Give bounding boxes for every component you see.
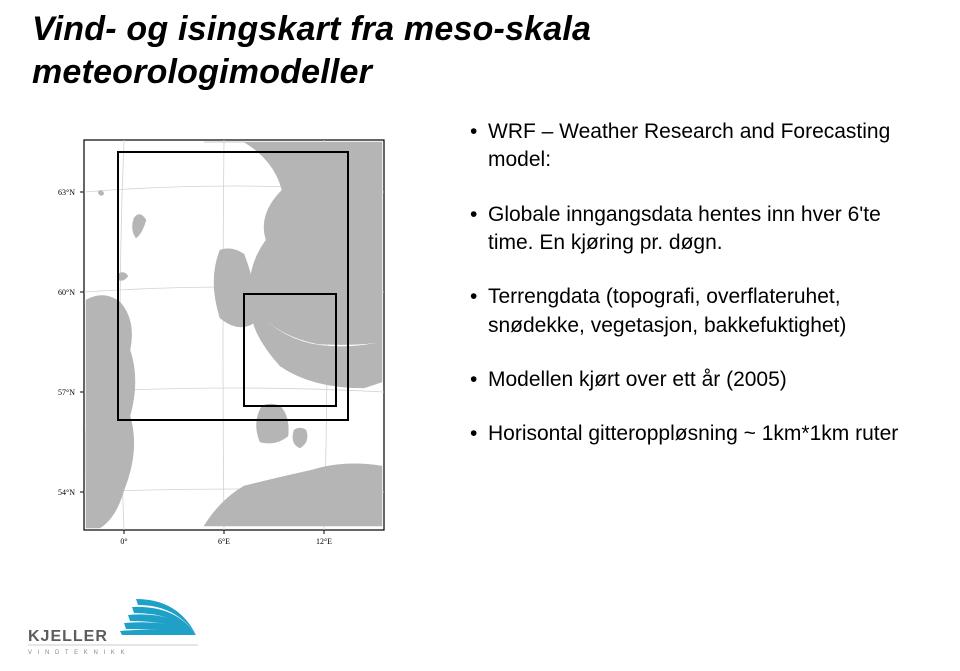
lon-label-0: 0° [120, 537, 127, 546]
lat-label-3: 54°N [58, 488, 75, 497]
bullet-2-text: Terrengdata (topografi, overflateruhet, … [488, 285, 846, 336]
title-line-2: meteorologimodeller [32, 53, 372, 91]
bullet-list: WRF – Weather Research and Forecasting m… [470, 118, 920, 475]
map-figure: 63°N 60°N 57°N 54°N 0° 6°E 12°E [44, 130, 414, 560]
bullet-1: Globale inngangsdata hentes inn hver 6't… [470, 201, 920, 258]
bullet-0-text: WRF – Weather Research and Forecasting m… [488, 120, 890, 171]
logo-brand-top: KJELLER [28, 628, 108, 645]
lon-label-2: 12°E [316, 537, 332, 546]
logo-svg: KJELLER V I N D T E K N I K K [28, 591, 198, 655]
bullet-2: Terrengdata (topografi, overflateruhet, … [470, 283, 920, 340]
lat-label-0: 63°N [58, 188, 75, 197]
bullet-0: WRF – Weather Research and Forecasting m… [470, 118, 920, 175]
lat-label-1: 60°N [58, 288, 75, 297]
title-line-1: Vind- og isingskart fra meso-skala [32, 10, 591, 48]
bullet-3-text: Modellen kjørt over ett år (2005) [488, 368, 787, 391]
map-svg: 63°N 60°N 57°N 54°N 0° 6°E 12°E [44, 130, 414, 560]
slide: Vind- og isingskart fra meso-skala meteo… [0, 0, 960, 671]
lon-labels: 0° 6°E 12°E [120, 537, 332, 546]
lat-label-2: 57°N [58, 388, 75, 397]
lon-label-1: 6°E [218, 537, 230, 546]
bullet-4: Horisontal gitteroppløsning ~ 1km*1km ru… [470, 420, 920, 448]
logo-brand-bottom: V I N D T E K N I K K [28, 650, 126, 655]
lat-labels: 63°N 60°N 57°N 54°N [58, 188, 75, 497]
bullet-3: Modellen kjørt over ett år (2005) [470, 366, 920, 394]
slide-title: Vind- og isingskart fra meso-skala meteo… [32, 8, 591, 93]
bullet-1-text: Globale inngangsdata hentes inn hver 6't… [488, 203, 881, 254]
brand-logo: KJELLER V I N D T E K N I K K [28, 591, 198, 655]
bullet-4-text: Horisontal gitteroppløsning ~ 1km*1km ru… [488, 422, 898, 445]
logo-swoosh-icon [120, 599, 196, 635]
